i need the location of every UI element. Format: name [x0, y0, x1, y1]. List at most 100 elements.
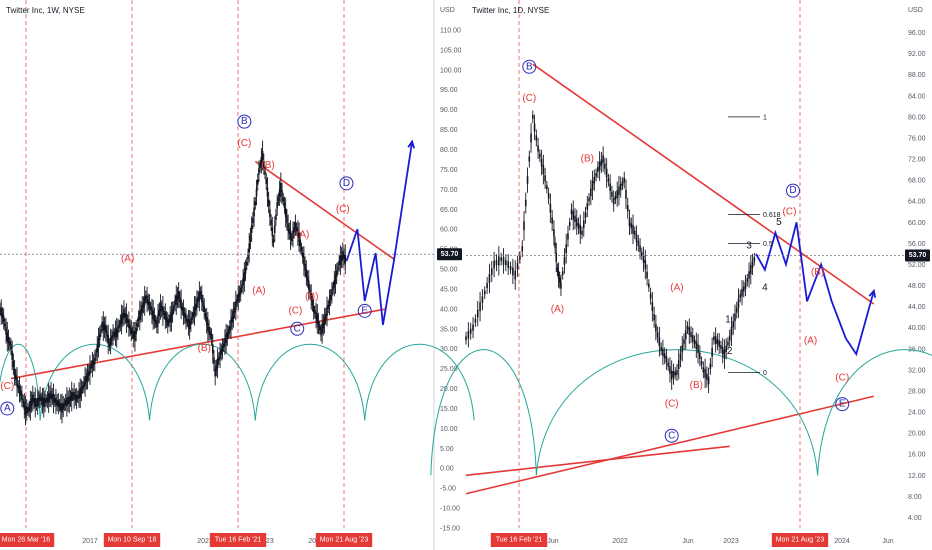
price-body	[597, 167, 599, 173]
price-body	[688, 327, 691, 336]
price-body	[102, 321, 105, 331]
price-body	[163, 310, 165, 315]
price-body	[47, 393, 50, 403]
price-body	[633, 230, 636, 235]
y-tick-label: 16.00	[908, 452, 926, 459]
price-body	[560, 282, 562, 289]
price-body	[231, 316, 233, 323]
price-body	[6, 332, 9, 342]
y-tick-label: 65.00	[440, 207, 458, 214]
fib-level-label: 0.5	[763, 241, 773, 248]
price-body	[292, 230, 294, 239]
price-body	[742, 286, 745, 292]
price-body	[24, 406, 27, 415]
price-body	[253, 207, 255, 217]
price-body	[51, 393, 54, 400]
price-body	[114, 329, 117, 338]
price-body	[267, 199, 270, 206]
price-body	[700, 360, 703, 365]
y-tick-label: 84.00	[908, 93, 926, 100]
price-body	[159, 303, 162, 311]
price-body	[21, 393, 23, 400]
price-body	[648, 283, 650, 288]
price-body	[96, 344, 99, 353]
price-body	[107, 334, 109, 344]
price-body	[277, 197, 280, 202]
y-tick-label: 4.00	[908, 515, 922, 522]
x-tick-label: 2017	[82, 538, 98, 545]
price-body	[665, 356, 668, 363]
price-body	[256, 179, 259, 185]
price-body	[236, 298, 238, 303]
price-body	[526, 176, 529, 184]
trendline	[254, 160, 395, 260]
price-body	[123, 309, 125, 317]
wave-circle-label: A	[4, 403, 11, 414]
price-body	[11, 350, 13, 360]
price-body	[227, 330, 230, 335]
price-body	[245, 261, 248, 266]
price-body	[225, 334, 227, 344]
price-body	[644, 260, 647, 269]
price-body	[727, 341, 729, 346]
wave-label: (C)	[665, 399, 679, 410]
price-body	[325, 313, 327, 319]
price-body	[259, 164, 261, 169]
price-body	[220, 349, 223, 355]
price-body	[514, 270, 517, 280]
price-body	[121, 312, 124, 320]
price-body	[242, 277, 244, 286]
price-body	[92, 360, 95, 366]
price-body	[197, 297, 199, 303]
price-body	[254, 201, 257, 206]
price-body	[323, 316, 326, 325]
price-body	[41, 396, 44, 405]
price-body	[270, 219, 272, 226]
price-body	[115, 328, 118, 338]
price-body	[340, 254, 343, 261]
price-body	[42, 398, 45, 407]
price-body	[2, 315, 5, 323]
price-body	[214, 368, 216, 377]
price-body	[721, 346, 724, 355]
price-body	[230, 319, 232, 329]
price-body	[523, 221, 525, 231]
price-body	[140, 308, 142, 316]
price-body	[198, 291, 201, 301]
price-body	[540, 158, 543, 167]
price-body	[714, 336, 717, 344]
y-tick-label: 8.00	[908, 494, 922, 501]
price-body	[247, 254, 249, 260]
y-tick-label: 28.00	[908, 388, 926, 395]
price-body	[199, 291, 202, 295]
price-body	[154, 319, 157, 324]
price-body	[751, 261, 754, 268]
price-body	[272, 239, 275, 244]
price-body	[495, 260, 498, 266]
price-body	[658, 337, 661, 347]
price-body	[307, 280, 310, 290]
y-tick-label: 56.00	[908, 241, 926, 248]
price-body	[713, 336, 715, 341]
chart-title: Twitter Inc, 1W, NYSE	[6, 6, 85, 15]
price-body	[297, 229, 299, 237]
price-body	[309, 289, 311, 293]
price-body	[611, 191, 613, 197]
wave-label: (A)	[670, 283, 683, 294]
date-tag-bg	[315, 533, 373, 547]
y-tick-label: 20.00	[440, 386, 458, 393]
price-body	[207, 322, 209, 332]
price-body	[709, 363, 712, 369]
price-body	[252, 217, 254, 224]
price-body	[61, 404, 63, 413]
price-body	[203, 305, 206, 313]
cycle-arc	[364, 343, 475, 421]
price-body	[50, 390, 52, 399]
price-body	[193, 306, 196, 316]
price-body	[89, 365, 91, 375]
price-body	[339, 255, 342, 265]
wave-circle-marker	[290, 321, 305, 336]
y-tick-label: 30.00	[440, 346, 458, 353]
y-tick-label: 40.00	[908, 325, 926, 332]
